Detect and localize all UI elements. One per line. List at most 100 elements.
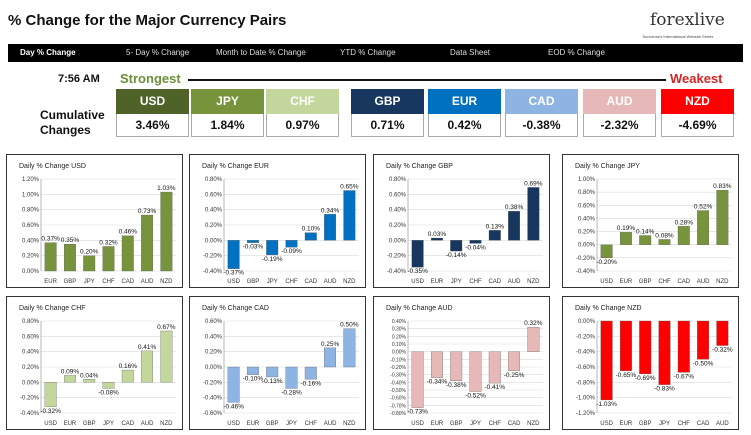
data-label: 0.25%	[321, 341, 340, 348]
y-tick-label: 0.20%	[205, 223, 223, 229]
data-label: -0.32%	[40, 408, 61, 415]
x-tick-label: CHF	[305, 421, 318, 427]
y-tick-label: 0.00%	[578, 319, 596, 325]
data-label: 0.67%	[157, 324, 176, 331]
y-tick-label: -0.40%	[576, 350, 596, 356]
bar	[658, 320, 671, 385]
currency-cumulative-value: -2.32%	[583, 114, 656, 137]
y-tick-label: -0.30%	[390, 373, 406, 379]
bar	[527, 187, 540, 241]
bar	[227, 366, 240, 403]
y-tick-label: -0.20%	[576, 334, 596, 340]
x-tick-label: CHF	[102, 279, 115, 285]
data-label: -0.28%	[281, 389, 302, 396]
chart-title: Daily % Change GBP	[386, 163, 453, 170]
x-tick-label: EUR	[64, 421, 77, 427]
x-tick-label: USD	[600, 279, 613, 285]
y-tick-label: 1.00%	[22, 192, 40, 198]
bar	[469, 351, 482, 392]
nav-5day-change[interactable]: 5- Day % Change	[126, 48, 190, 57]
currency-code: NZD	[661, 89, 734, 114]
data-label: 0.28%	[675, 219, 694, 226]
x-tick-label: AUD	[141, 421, 154, 427]
bar	[677, 226, 690, 245]
y-tick-label: -0.40%	[387, 269, 407, 275]
y-tick-label: 1.00%	[578, 177, 596, 183]
y-tick-label: 0.40%	[22, 238, 40, 244]
data-label: 0.50%	[340, 322, 359, 329]
y-tick-label: 0.20%	[22, 365, 40, 371]
y-tick-label: 0.40%	[389, 208, 407, 214]
bar	[508, 351, 521, 371]
y-tick-label: 0.10%	[392, 342, 407, 348]
y-tick-label: 0.00%	[578, 243, 596, 249]
y-tick-label: -0.70%	[390, 403, 406, 409]
nav-ytd-change[interactable]: YTD % Change	[340, 48, 396, 57]
y-tick-label: 0.00%	[22, 269, 40, 275]
y-tick-label: 0.80%	[578, 190, 596, 196]
bar	[324, 347, 337, 368]
bar	[83, 379, 96, 383]
data-label: 0.73%	[138, 208, 157, 215]
bar	[141, 350, 154, 383]
page-title: % Change for the Major Currency Pairs	[8, 12, 287, 29]
bar	[44, 242, 57, 272]
bar-chart: -1.20% -1.00% -0.80% -0.60% -0.40% -0.20% 0.00…	[576, 319, 733, 427]
forexlive-logo[interactable]: forexlive Tomorrow's International Websi…	[640, 10, 745, 42]
cumulative-changes-label: Cumulative Changes	[40, 108, 105, 137]
y-tick-label: 0.80%	[22, 319, 40, 325]
bar-chart: -0.40% -0.20% 0.00% 0.20% 0.40% 0.60% 0.80% -0.…	[387, 177, 543, 285]
logo-tagline: Tomorrow's International Website Series	[642, 34, 714, 39]
data-label: -0.52%	[465, 393, 486, 400]
x-tick-label: GBP	[247, 279, 260, 285]
currency-code: USD	[116, 89, 189, 114]
chart-title: Daily % Change CAD	[202, 305, 269, 312]
y-tick-label: -0.60%	[390, 396, 406, 402]
currency-box-gbp: GBP 0.71%	[351, 89, 424, 137]
x-tick-label: CHF	[658, 279, 671, 285]
bar	[639, 235, 652, 245]
y-tick-label: -0.20%	[20, 396, 40, 402]
data-label: -0.03%	[243, 244, 264, 251]
data-label: -0.04%	[465, 244, 486, 251]
nav-data-sheet[interactable]: Data Sheet	[450, 48, 491, 57]
y-tick-label: -1.20%	[576, 411, 596, 417]
x-tick-label: NZD	[343, 421, 356, 427]
x-tick-label: USD	[227, 421, 240, 427]
currency-code: GBP	[351, 89, 424, 114]
x-tick-label: NZD	[343, 279, 356, 285]
y-tick-label: -0.40%	[203, 396, 223, 402]
data-label: -1.03%	[596, 401, 617, 408]
currency-cumulative-value: 0.71%	[351, 114, 424, 137]
data-label: -0.25%	[504, 372, 525, 379]
bar	[488, 230, 501, 241]
data-label: -0.20%	[596, 259, 617, 266]
data-label: 0.37%	[41, 236, 60, 243]
x-tick-label: GBP	[266, 421, 279, 427]
y-tick-label: 0.80%	[389, 177, 407, 183]
data-label: -0.46%	[223, 403, 244, 410]
x-tick-label: NZD	[160, 279, 173, 285]
nav-eod-change[interactable]: EOD % Change	[548, 48, 605, 57]
data-label: -0.14%	[446, 252, 467, 259]
y-tick-label: 0.60%	[578, 203, 596, 209]
y-tick-label: -0.60%	[576, 365, 596, 371]
nav-day-change[interactable]: Day % Change	[20, 48, 76, 57]
data-label: 0.46%	[119, 229, 138, 236]
bar-chart: -0.80% -0.70%-0.60% -0.50% -0.40%-0.30% -0.2…	[390, 319, 543, 427]
nav-month-to-date-change[interactable]: Month to Date % Change	[216, 48, 306, 57]
data-label: -0.09%	[281, 248, 302, 255]
y-tick-label: 0.00%	[205, 365, 223, 371]
y-tick-label: -0.40%	[20, 411, 40, 417]
strongest-label: Strongest	[120, 71, 181, 86]
bar-chart: 0.00% 0.20% 0.40% 0.60% 0.80% 1.00% 1.20% 0.37%…	[22, 177, 176, 285]
data-label: 0.38%	[505, 204, 524, 211]
bar	[450, 240, 463, 252]
bar	[83, 255, 96, 272]
x-tick-label: USD	[600, 421, 613, 427]
x-tick-label: CAD	[697, 421, 710, 427]
chart-title: Daily % Change NZD	[575, 305, 642, 312]
y-tick-label: -0.20%	[387, 254, 407, 260]
y-tick-label: 0.60%	[205, 192, 223, 198]
data-label: -0.08%	[98, 389, 119, 396]
